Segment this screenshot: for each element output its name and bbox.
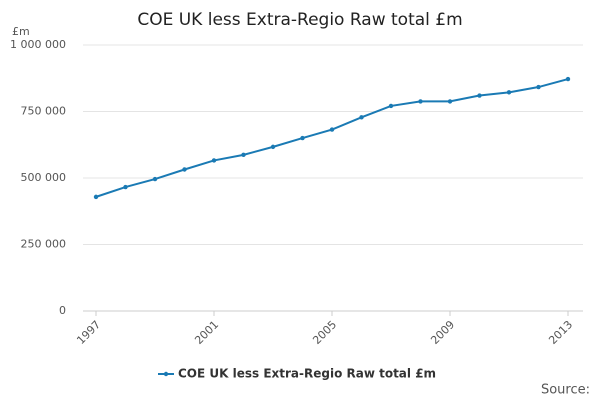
data-point — [447, 99, 453, 104]
data-point — [300, 135, 305, 141]
y-tick-label: 1 000 000 — [10, 38, 66, 51]
data-point — [506, 90, 512, 95]
series-line — [95, 78, 569, 198]
y-axis-unit: £m — [12, 25, 30, 38]
data-point — [93, 194, 99, 200]
data-point — [152, 176, 158, 182]
data-point — [536, 84, 541, 90]
y-tick-label: 250 000 — [21, 238, 67, 251]
data-point — [270, 144, 276, 150]
data-point — [182, 167, 187, 172]
x-tick-label: 2009 — [428, 318, 457, 347]
data-point — [329, 127, 335, 132]
y-tick-label: 750 000 — [21, 105, 67, 118]
data-point — [477, 93, 482, 98]
source: Source: — [541, 383, 590, 398]
x-tick-label: 2013 — [546, 318, 575, 347]
chart-title: COE UK less Extra-Regio Raw total £m — [137, 10, 462, 30]
x-tick-label: 2005 — [310, 318, 339, 347]
y-tick-label: 500 000 — [21, 171, 67, 184]
y-tick-label: 0 — [59, 304, 66, 317]
data-point — [388, 103, 394, 109]
data-point — [565, 76, 571, 82]
data-point — [418, 99, 423, 104]
legend-swatch-dot — [163, 371, 169, 377]
data-point — [211, 158, 217, 163]
data-point — [359, 115, 364, 120]
data-point — [123, 184, 128, 190]
legend-label: COE UK less Extra-Regio Raw total £m — [178, 367, 436, 381]
x-tick-label: 1997 — [74, 318, 103, 347]
data-point — [241, 152, 246, 158]
x-tick-label: 2001 — [192, 318, 221, 347]
